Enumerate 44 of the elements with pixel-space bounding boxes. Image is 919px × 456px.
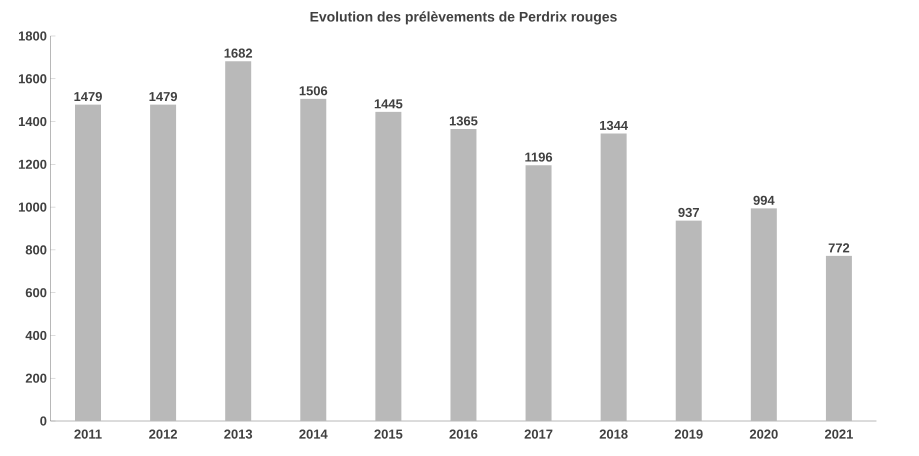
bar: [676, 220, 702, 421]
bar: [600, 134, 627, 421]
data-label: 1344: [600, 120, 628, 130]
x-tick-label: 2017: [524, 430, 552, 439]
bar: [300, 98, 326, 421]
bar: [225, 61, 252, 421]
bar: [526, 165, 552, 421]
data-label: 994: [753, 196, 775, 205]
data-label: 1479: [150, 92, 178, 102]
data-label: 1479: [74, 92, 102, 102]
bar: [75, 104, 101, 421]
data-label: 772: [828, 243, 850, 252]
bar: [750, 208, 777, 421]
x-tick-label: 2020: [750, 430, 778, 439]
y-tick-label: 400: [26, 330, 46, 340]
data-label: 1196: [525, 152, 552, 162]
x-tick-label: 2016: [450, 430, 478, 439]
bar: [826, 256, 852, 421]
y-tick-label: 200: [26, 374, 46, 383]
y-tick-label: 1800: [18, 31, 46, 41]
x-tick-label: 2012: [149, 430, 177, 439]
chart-title: Evolution des prélèvements de Perdrix rouges: [310, 11, 617, 24]
y-tick-label: 800: [26, 245, 46, 254]
y-tick-label: 1600: [18, 74, 46, 84]
x-tick-label: 2015: [374, 430, 402, 439]
bar: [450, 129, 476, 421]
x-tick-label: 2019: [674, 430, 703, 439]
y-tick-label: 0: [40, 416, 46, 426]
x-tick-label: 2021: [824, 430, 853, 439]
x-tick-label: 2013: [224, 430, 252, 439]
data-label: 1365: [450, 116, 478, 126]
data-label: 1682: [224, 48, 252, 58]
data-label: 1506: [300, 86, 328, 96]
data-label: 937: [678, 208, 699, 218]
x-tick-label: 2018: [600, 430, 628, 439]
bar: [375, 112, 402, 421]
y-tick-label: 1000: [18, 202, 46, 212]
bar: [150, 104, 176, 421]
y-tick-label: 600: [26, 288, 46, 298]
data-label: 1445: [374, 99, 402, 108]
x-tick-label: 2011: [74, 430, 102, 439]
y-tick-label: 1400: [18, 116, 46, 126]
x-tick-label: 2014: [299, 430, 328, 439]
y-tick-label: 1200: [18, 160, 46, 169]
